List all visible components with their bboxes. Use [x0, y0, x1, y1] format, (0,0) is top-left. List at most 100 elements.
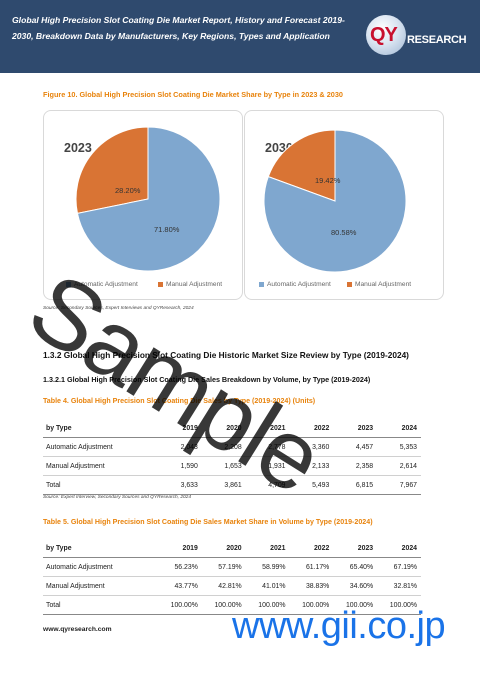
table-cell: 3,861 [201, 475, 246, 495]
table-header-row: by Type 2019 2020 2021 2022 2023 2024 [43, 419, 421, 438]
table-cell: 100.00% [245, 595, 290, 615]
pie-slice-manual [267, 129, 336, 202]
table-cell: 7,967 [377, 475, 421, 495]
table-cell: 32.81% [377, 576, 421, 596]
column-header: 2024 [377, 419, 421, 438]
table-cell: 2,778 [245, 437, 290, 457]
table-cell: 6,815 [333, 475, 378, 495]
table-cell: 2,614 [377, 456, 421, 476]
table-cell: Total [43, 595, 158, 615]
table-cell: 57.19% [201, 557, 246, 577]
table-cell: Manual Adjustment [43, 456, 158, 476]
table-cell: 67.19% [377, 557, 421, 577]
table-cell: 4,457 [333, 437, 378, 457]
table-cell: 2,358 [333, 456, 378, 476]
pie-data-label: 19.42% [315, 176, 341, 185]
table-cell: 2,043 [158, 437, 202, 457]
legend-swatch-icon [66, 281, 71, 287]
report-title: Global High Precision Slot Coating Die M… [12, 15, 345, 41]
pie-chart-2023: 2023 71.80% 28.20% Automatic Adjustment M… [43, 110, 243, 300]
table-row: Automatic Adjustment 56.23% 57.19% 58.99% 61… [43, 557, 421, 577]
legend-item-manual: Manual Adjustment [158, 281, 222, 288]
column-header: 2021 [245, 539, 290, 558]
gii-brand: www.gii.co.jp [232, 605, 446, 647]
pie-data-label: 28.20% [115, 186, 141, 195]
table5-market-share: by Type 2019 2020 2021 2022 2023 2024 Automatic… [43, 539, 421, 615]
column-header: 2019 [158, 419, 202, 438]
logo-research: RESEARCH [407, 34, 467, 46]
column-header: 2020 [201, 539, 246, 558]
table-cell: 1,931 [245, 456, 290, 476]
column-header: 2020 [201, 419, 246, 438]
table4-source: Source: Expert Interview, Secondary Sour… [43, 495, 191, 500]
column-header: 2019 [158, 539, 202, 558]
column-header: by Type [43, 419, 158, 438]
table-cell: 1,653 [201, 456, 246, 476]
table-cell: 38.83% [289, 576, 334, 596]
table-cell: 100.00% [289, 595, 334, 615]
table-cell: Manual Adjustment [43, 576, 158, 596]
column-header: 2021 [245, 419, 290, 438]
qyresearch-logo: QY RESEARCH [366, 15, 467, 57]
table-cell: 100.00% [201, 595, 246, 615]
table-cell: 5,353 [377, 437, 421, 457]
legend-item-automatic: Automatic Adjustment [66, 281, 138, 288]
table-cell: 3,633 [158, 475, 202, 495]
column-header: 2023 [333, 419, 378, 438]
report-header: Global High Precision Slot Coating Die M… [0, 0, 480, 73]
table-cell: 61.17% [289, 557, 334, 577]
table-cell: 34.60% [333, 576, 378, 596]
figure-source: Source: Secondary Sources, Expert Interv… [43, 306, 194, 311]
table4-sales-units: by Type 2019 2020 2021 2022 2023 2024 Automatic… [43, 419, 421, 495]
pie-svg-2030: 80.58% 19.42% [263, 129, 407, 273]
legend-item-manual: Manual Adjustment [347, 281, 411, 288]
pie-year-label: 2023 [64, 141, 92, 155]
pie-data-label: 80.58% [331, 228, 357, 237]
table4-title: Table 4. Global High Precision Slot Coat… [43, 397, 316, 405]
table-cell: 56.23% [158, 557, 202, 577]
column-header: 2023 [333, 539, 378, 558]
table-row: Manual Adjustment 43.77% 42.81% 41.01% 38.83… [43, 576, 421, 596]
table5-title: Table 5. Global High Precision Slot Coat… [43, 518, 373, 526]
table-row: Manual Adjustment 1,590 1,653 1,931 2,133 2,3… [43, 456, 421, 476]
table-cell: 42.81% [201, 576, 246, 596]
pie-slice-manual [75, 126, 149, 214]
table-cell: 58.99% [245, 557, 290, 577]
globe-icon [366, 15, 406, 55]
table-cell: 100.00% [377, 595, 421, 615]
figure-title: Figure 10. Global High Precision Slot Co… [43, 90, 343, 99]
legend-swatch-icon [158, 281, 163, 287]
column-header: 2022 [289, 539, 334, 558]
pie-slice-automatic [76, 126, 221, 272]
table-cell: 100.00% [333, 595, 378, 615]
table-row: Automatic Adjustment 2,043 2,208 2,778 3,360… [43, 437, 421, 457]
pie-slice-automatic [263, 129, 407, 273]
table-cell: 3,360 [289, 437, 334, 457]
legend-swatch-icon [347, 281, 352, 287]
table-row: Total 100.00% 100.00% 100.00% 100.00% 100.00%… [43, 595, 421, 615]
column-header: 2024 [377, 539, 421, 558]
table-header-row: by Type 2019 2020 2021 2022 2023 2024 [43, 539, 421, 558]
pie-chart-2030: 2030F 80.58% 19.42% Automatic Adjustment … [244, 110, 444, 300]
legend-item-automatic: Automatic Adjustment [259, 281, 331, 288]
table-cell: Automatic Adjustment [43, 437, 158, 457]
table-cell: 4,709 [245, 475, 290, 495]
footer-url: www.qyresearch.com [43, 626, 112, 633]
table-row: Total 3,633 3,861 4,709 5,493 6,815 7,967 [43, 475, 421, 495]
table-cell: Automatic Adjustment [43, 557, 158, 577]
table-cell: 43.77% [158, 576, 202, 596]
table-cell: 100.00% [158, 595, 202, 615]
column-header: 2022 [289, 419, 334, 438]
section-heading: 1.3.2 Global High Precision Slot Coating… [43, 350, 409, 360]
table-cell: 1,590 [158, 456, 202, 476]
table-cell: 65.40% [333, 557, 378, 577]
table-cell: Total [43, 475, 158, 495]
subsection-heading: 1.3.2.1 Global High Precision Slot Coati… [43, 375, 371, 384]
table-cell: 2,208 [201, 437, 246, 457]
table-cell: 2,133 [289, 456, 334, 476]
logo-qy: QY [370, 24, 398, 46]
table-cell: 41.01% [245, 576, 290, 596]
table-cell: 5,493 [289, 475, 334, 495]
column-header: by Type [43, 539, 158, 558]
legend-swatch-icon [259, 281, 264, 287]
